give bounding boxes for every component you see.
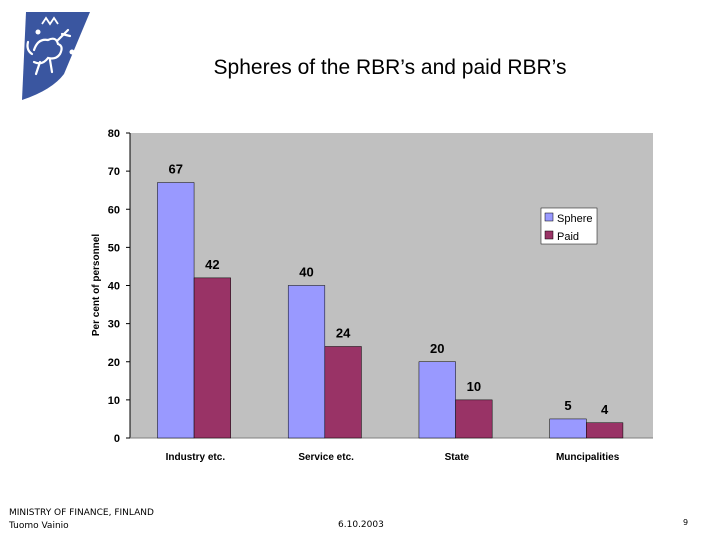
legend-label-paid: Paid <box>557 231 579 243</box>
bar-paid-muncipalities <box>586 422 624 439</box>
bar-paid-industry-etc <box>193 277 231 439</box>
legend-swatch-sphere <box>544 212 554 222</box>
data-label-sphere-service-etc: 40 <box>299 265 313 280</box>
footer-organization: MINISTRY OF FINANCE, FINLAND <box>9 508 154 518</box>
y-tick-label-50: 50 <box>108 242 120 254</box>
bar-paid-service-etc <box>324 346 362 439</box>
y-tick-label-0: 0 <box>114 433 120 445</box>
legend: Sphere Paid <box>540 207 598 245</box>
page-number: 9 <box>683 518 689 527</box>
coat-of-arms-logo-icon <box>22 12 90 100</box>
x-tick-label-industry-etc: Industry etc. <box>166 452 226 463</box>
x-tick-label-service-etc: Service etc. <box>298 452 354 463</box>
legend-label-sphere: Sphere <box>557 213 592 225</box>
bar-sphere-industry-etc <box>157 182 195 439</box>
bar-sphere-state <box>418 361 456 439</box>
footer-author: Tuomo Vainio <box>9 521 69 531</box>
data-label-paid-industry-etc: 42 <box>205 257 219 272</box>
y-tick-label-70: 70 <box>108 166 120 178</box>
x-tick-label-state: State <box>445 452 470 463</box>
legend-swatch-paid <box>544 230 554 240</box>
slide-title: Spheres of the RBR’s and paid RBR’s <box>213 56 567 79</box>
y-tick-label-60: 60 <box>108 204 120 216</box>
data-label-paid-muncipalities: 4 <box>601 402 609 417</box>
y-axis-label: Per cent of personnel <box>91 234 102 336</box>
data-label-sphere-industry-etc: 67 <box>169 162 183 177</box>
data-label-sphere-state: 20 <box>430 341 444 356</box>
y-tick-label-40: 40 <box>108 281 120 293</box>
data-label-paid-service-etc: 24 <box>336 326 351 341</box>
bar-paid-state <box>455 399 493 439</box>
bar-sphere-service-etc <box>287 285 326 439</box>
footer-date: 6.10.2003 <box>338 520 384 530</box>
y-tick-label-80: 80 <box>108 128 120 140</box>
bar-sphere-muncipalities <box>549 418 587 439</box>
y-tick-label-10: 10 <box>108 395 120 407</box>
x-tick-label-muncipalities: Muncipalities <box>556 452 620 463</box>
data-label-sphere-muncipalities: 5 <box>564 398 571 413</box>
y-tick-label-20: 20 <box>108 357 120 369</box>
data-label-paid-state: 10 <box>467 379 481 394</box>
y-tick-label-30: 30 <box>108 319 120 331</box>
